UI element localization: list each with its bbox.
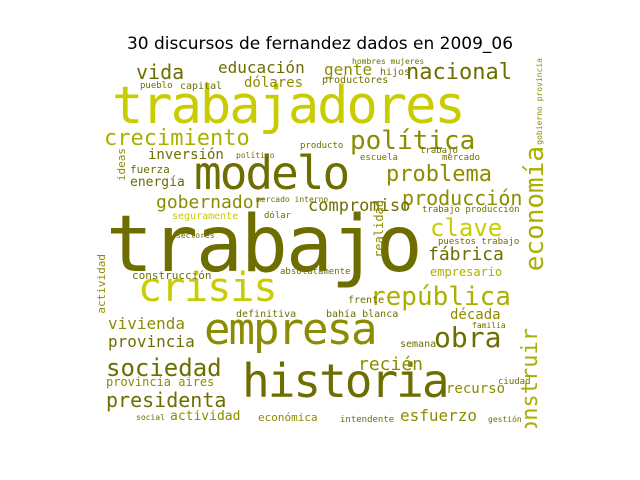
- word-gestion: gestión: [488, 415, 522, 424]
- chart-title: 30 discursos de fernandez dados en 2009_…: [126, 34, 514, 54]
- word-hijos: hijos: [380, 67, 411, 78]
- word-fabrica: fábrica: [428, 244, 504, 265]
- word-modelo: modelo: [194, 146, 350, 200]
- word-problema: problema: [386, 162, 492, 187]
- word-gobierno-provincia: gobierno provincia: [535, 58, 544, 145]
- word-dolares: dólares: [244, 75, 304, 91]
- word-seguramente: seguramente: [172, 211, 239, 222]
- word-actividad: actividad: [170, 409, 241, 424]
- word-definitiva: definitiva: [236, 309, 297, 320]
- word-gente: gente: [324, 60, 373, 79]
- word-trabajo-produccion: trabajo producción: [422, 205, 520, 215]
- word-decada: década: [450, 307, 501, 323]
- word-intendente: intendente: [340, 415, 395, 425]
- word-trabajo-small: trabajo: [420, 146, 458, 156]
- word-educacion: educación: [218, 58, 305, 77]
- word-hombres-mujeres: hombres mujeres: [352, 58, 425, 66]
- word-obra: obra: [434, 321, 502, 354]
- word-compromiso: compromiso: [308, 196, 411, 216]
- word-trabajo: trabajo: [106, 200, 423, 290]
- word-gobernador: gobernador: [156, 192, 265, 213]
- word-economia: economía: [520, 146, 546, 272]
- word-provincia: provincia: [108, 332, 195, 351]
- word-trabajadores: trabajadores: [112, 76, 466, 136]
- word-dolar: dólar: [264, 211, 292, 221]
- word-vida: vida: [136, 60, 185, 84]
- word-economica: económica: [258, 411, 318, 424]
- word-mercado: mercado: [442, 153, 480, 163]
- word-cloud: trabajo trabajadores modelo empresa hist…: [96, 58, 546, 428]
- word-inversion: inversión: [148, 147, 224, 163]
- word-construccion: construcción: [132, 269, 212, 282]
- word-frente: frente: [348, 295, 385, 306]
- word-capital: capital: [180, 81, 223, 92]
- word-mercado-interno: mercado interno: [256, 195, 329, 204]
- word-recien: recién: [358, 354, 424, 375]
- word-energia: energía: [130, 175, 185, 190]
- word-sociedad: sociedad: [106, 354, 222, 382]
- word-sectores: sectores: [176, 231, 215, 240]
- word-ciudad: ciudad: [498, 377, 531, 387]
- word-puestos-trabajo: puestos trabajo: [438, 237, 520, 247]
- word-familia: familia: [472, 321, 506, 330]
- word-escuela: escuela: [360, 153, 398, 163]
- word-producto: producto: [300, 141, 344, 151]
- word-clave: clave: [430, 214, 503, 242]
- word-pueblo: pueblo: [140, 81, 173, 91]
- word-social: social: [136, 413, 165, 422]
- word-productores: productores: [322, 75, 389, 86]
- word-crisis: crisis: [138, 265, 277, 311]
- word-politico: político: [236, 151, 275, 160]
- word-nacional: nacional: [406, 60, 512, 85]
- word-presidenta: presidenta: [106, 388, 227, 412]
- word-absolutamente: absolutamente: [280, 267, 351, 277]
- word-provincia-aires: provincia aires: [106, 375, 215, 389]
- word-politica: política: [350, 126, 476, 156]
- word-historia: historia: [242, 354, 450, 408]
- word-actividad-vertical: actividad: [96, 254, 108, 314]
- word-esfuerzo: esfuerzo: [400, 406, 478, 425]
- word-ideas: ideas: [115, 148, 128, 182]
- word-vivienda: vivienda: [108, 314, 186, 333]
- word-bahia-blanca: bahía blanca: [326, 309, 399, 320]
- word-realidad: realidad: [372, 200, 386, 258]
- word-produccion: producción: [402, 186, 523, 210]
- word-empresario: empresario: [430, 265, 503, 279]
- word-fuerza: fuerza: [130, 163, 170, 176]
- word-semana: semana: [400, 339, 437, 350]
- word-empresa: empresa: [204, 304, 377, 355]
- word-recurso: recurso: [446, 381, 506, 397]
- word-crecimiento: crecimiento: [104, 126, 250, 151]
- word-republica: república: [370, 282, 511, 312]
